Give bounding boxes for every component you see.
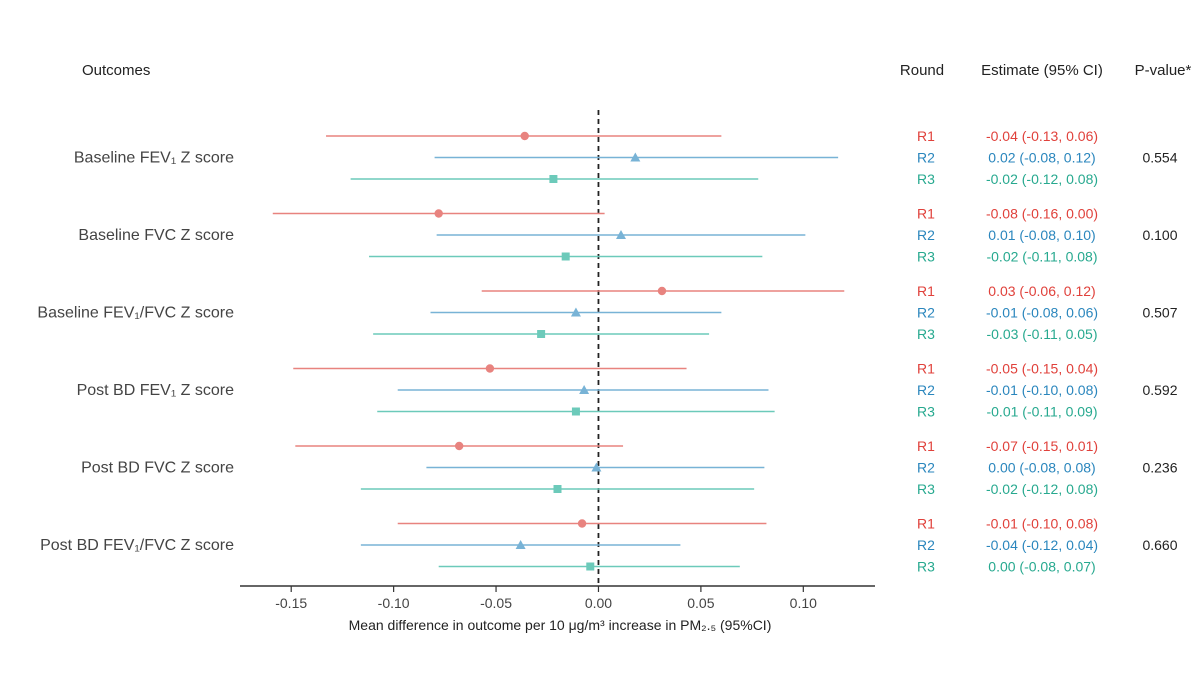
estimate-text: 0.00 (-0.08, 0.07) <box>988 559 1095 575</box>
x-tick-label: 0.05 <box>687 595 714 611</box>
round-label: R2 <box>917 150 935 166</box>
round-label: R3 <box>917 481 935 497</box>
header-outcomes: Outcomes <box>82 62 150 79</box>
outcome-label: Baseline FEV₁ Z score <box>74 150 234 167</box>
header-pvalue: P-value* <box>1135 62 1192 79</box>
round-label: R3 <box>917 559 935 575</box>
estimate-text: -0.07 (-0.15, 0.01) <box>986 438 1098 454</box>
point-marker <box>579 385 590 394</box>
point-marker <box>454 441 464 451</box>
estimate-text: 0.03 (-0.06, 0.12) <box>988 283 1095 299</box>
estimate-text: -0.03 (-0.11, 0.05) <box>986 326 1097 342</box>
round-label: R3 <box>917 171 935 187</box>
x-tick-label: 0.10 <box>790 595 817 611</box>
round-label: R1 <box>917 438 935 454</box>
round-label: R1 <box>917 516 935 532</box>
point-marker <box>553 485 562 493</box>
point-marker <box>561 252 570 261</box>
estimate-text: -0.01 (-0.08, 0.06) <box>986 305 1098 321</box>
estimate-text: -0.05 (-0.15, 0.04) <box>986 361 1098 377</box>
outcome-label: Post BD FVC Z score <box>81 460 234 477</box>
point-marker <box>616 230 626 239</box>
estimate-text: -0.01 (-0.11, 0.09) <box>986 404 1097 420</box>
point-marker <box>520 131 529 141</box>
round-label: R2 <box>917 382 935 398</box>
estimate-text: 0.01 (-0.08, 0.10) <box>988 227 1095 243</box>
point-marker <box>586 562 595 571</box>
p-value: 0.236 <box>1142 460 1177 476</box>
point-marker <box>434 209 443 218</box>
outcome-label: Post BD FEV₁ Z score <box>77 382 235 399</box>
round-label: R2 <box>917 537 935 553</box>
estimate-text: -0.01 (-0.10, 0.08) <box>986 516 1098 532</box>
estimate-text: -0.04 (-0.13, 0.06) <box>986 128 1098 144</box>
point-marker <box>630 152 641 162</box>
point-marker <box>571 407 580 416</box>
x-tick-label: -0.05 <box>480 595 512 611</box>
outcome-label: Baseline FVC Z score <box>78 227 234 244</box>
estimate-text: -0.08 (-0.16, 0.00) <box>986 206 1098 222</box>
x-axis-label: Mean difference in outcome per 10 μg/m³ … <box>349 617 772 633</box>
p-value: 0.592 <box>1142 382 1177 398</box>
round-label: R2 <box>917 305 935 321</box>
point-marker <box>549 175 558 183</box>
estimate-text: -0.02 (-0.11, 0.08) <box>986 249 1097 265</box>
round-label: R1 <box>917 361 935 377</box>
point-marker <box>577 519 587 528</box>
p-value: 0.554 <box>1142 150 1177 166</box>
round-label: R1 <box>917 283 935 299</box>
round-label: R3 <box>917 249 935 265</box>
point-marker <box>485 364 495 373</box>
estimate-text: 0.02 (-0.08, 0.12) <box>988 150 1095 166</box>
header-estimate: Estimate (95% CI) <box>981 62 1103 79</box>
p-value: 0.660 <box>1142 537 1177 553</box>
estimate-text: -0.01 (-0.10, 0.08) <box>986 382 1098 398</box>
x-tick-label: -0.10 <box>378 595 410 611</box>
p-value: 0.100 <box>1142 227 1177 243</box>
x-tick-label: 0.00 <box>585 595 612 611</box>
round-label: R1 <box>917 206 935 222</box>
estimate-text: -0.04 (-0.12, 0.04) <box>986 537 1098 553</box>
outcome-label: Post BD FEV₁/FVC Z score <box>40 537 234 554</box>
estimate-text: -0.02 (-0.12, 0.08) <box>986 481 1098 497</box>
plot-area: -0.15 -0.10 -0.05 0.00 0.05 0.10 Baseline FEV₁… <box>37 110 1178 611</box>
point-marker <box>591 462 602 472</box>
estimate-text: 0.00 (-0.08, 0.08) <box>988 460 1095 476</box>
point-marker <box>537 330 546 338</box>
outcome-label: Baseline FEV₁/FVC Z score <box>37 305 234 322</box>
estimate-text: -0.02 (-0.12, 0.08) <box>986 171 1098 187</box>
round-label: R1 <box>917 128 935 144</box>
p-value: 0.507 <box>1142 305 1177 321</box>
header-round: Round <box>900 62 944 79</box>
x-tick-label: -0.15 <box>275 595 307 611</box>
round-label: R2 <box>917 227 935 243</box>
point-marker <box>570 307 581 317</box>
round-label: R3 <box>917 326 935 342</box>
point-marker <box>657 286 667 296</box>
round-label: R2 <box>917 460 935 476</box>
round-label: R3 <box>917 404 935 420</box>
point-marker <box>515 540 526 549</box>
